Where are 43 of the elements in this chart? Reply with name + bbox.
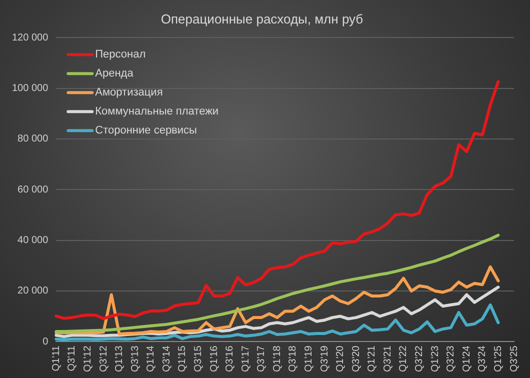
- x-tick-label: Q1'21: [366, 345, 378, 372]
- x-tick-label: Q3'13: [130, 345, 141, 372]
- legend-label: Амортизация: [95, 86, 163, 99]
- y-tick-label: 80 000: [18, 134, 49, 145]
- y-tick-label: 20 000: [18, 286, 49, 297]
- x-tick-label: Q1'12: [82, 345, 94, 372]
- x-tick-label: Q3'22: [414, 345, 426, 372]
- x-tick-label: Q1'13: [114, 345, 126, 372]
- x-tick-label: Q1'18: [272, 345, 283, 372]
- x-tick-label: Q3'17: [256, 345, 268, 372]
- x-tick-label: Q1'24: [461, 345, 472, 372]
- x-tick-label: Q3'14: [161, 345, 172, 372]
- x-tick-label: Q1'16: [208, 345, 220, 372]
- x-tick-label: Q3'23: [446, 345, 457, 372]
- legend-label: Аренда: [95, 68, 134, 80]
- legend-label: Персонал: [95, 48, 146, 61]
- x-tick-label: Q3'21: [382, 345, 394, 372]
- legend-label: Коммунальные платежи: [95, 106, 219, 118]
- x-tick-label: Q1'19: [304, 345, 315, 372]
- x-tick-label: Q1'17: [240, 345, 252, 372]
- y-tick-label: 0: [42, 336, 49, 348]
- x-tick-label: Q3'19: [319, 345, 330, 372]
- x-tick-label: Q1'14: [146, 345, 157, 372]
- chart-title: Операционные расходы, млн руб: [160, 11, 364, 26]
- x-tick-label: Q1'23: [430, 345, 441, 372]
- x-tick-label: Q1'11: [50, 345, 62, 372]
- y-tick-label: 40 000: [18, 235, 49, 246]
- y-tick-label: 120 000: [12, 32, 49, 44]
- x-tick-label: Q1'22: [398, 345, 410, 372]
- x-tick-label: Q3'18: [288, 345, 299, 372]
- x-tick-label: Q1'15: [177, 345, 188, 372]
- y-tick-label: 60 000: [18, 184, 49, 196]
- x-tick-label: Q3'12: [98, 345, 110, 372]
- y-tick-label: 100 000: [12, 83, 49, 94]
- x-tick-label: Q1'25: [492, 345, 504, 372]
- x-tick-label: Q3'25: [508, 345, 520, 372]
- x-tick-label: Q3'16: [224, 345, 236, 372]
- legend-label: Сторонние сервисы: [95, 124, 198, 137]
- x-tick-label: Q3'24: [477, 345, 488, 372]
- x-tick-label: Q1'20: [335, 345, 346, 372]
- x-tick-label: Q3'11: [66, 345, 78, 372]
- x-tick-label: Q3'20: [350, 345, 362, 372]
- x-tick-label: Q3'15: [192, 345, 204, 372]
